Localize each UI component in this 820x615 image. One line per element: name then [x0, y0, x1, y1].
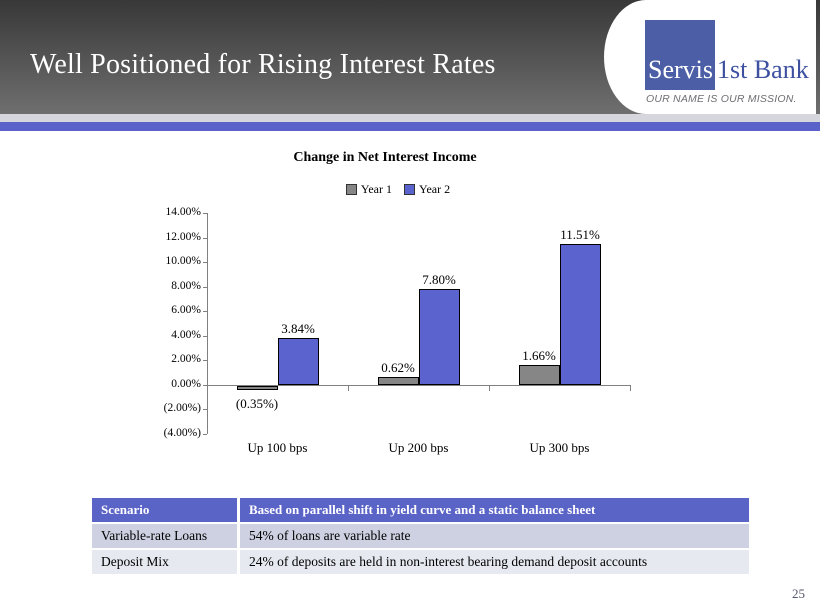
y-axis-tick-label: (4.00%)	[163, 427, 201, 439]
y-axis-tick	[203, 311, 207, 312]
y-axis-tick-label: 14.00%	[165, 206, 201, 218]
logo-text-servis: Servis	[648, 55, 713, 84]
bar-year-1-up-100-bps	[236, 386, 278, 390]
y-axis-tick-label: 6.00%	[171, 304, 201, 316]
x-axis-category-label: Up 200 bps	[388, 440, 449, 455]
table-header-description: Based on parallel shift in yield curve a…	[240, 498, 749, 522]
bar-value-label: 7.80%	[422, 272, 456, 287]
y-axis-tick-label: 4.00%	[171, 329, 201, 341]
y-axis-tick-label: 8.00%	[171, 280, 201, 292]
x-axis-tick	[489, 385, 490, 391]
chart-legend: Year 1 Year 2	[0, 182, 796, 199]
y-axis-tick	[203, 434, 207, 435]
y-axis-tick-label: 0.00%	[171, 378, 201, 390]
legend-swatch	[404, 184, 415, 195]
y-axis-tick-label: 2.00%	[171, 353, 201, 365]
y-axis-tick-label: 10.00%	[165, 255, 201, 267]
bar-value-label: 11.51%	[560, 227, 600, 242]
y-axis-tick	[203, 409, 207, 410]
table-cell-label: Variable-rate Loans	[92, 524, 237, 548]
legend-label: Year 2	[419, 182, 451, 196]
bar-year-1-up-200-bps	[377, 377, 419, 385]
bar-value-label: 0.62%	[381, 360, 415, 375]
y-axis-tick	[203, 262, 207, 263]
y-axis-line	[207, 213, 208, 434]
table-cell-label: Deposit Mix	[92, 550, 237, 574]
table-row: Deposit Mix 24% of deposits are held in …	[92, 550, 749, 574]
legend-swatch	[345, 184, 357, 195]
bar-year-2-up-200-bps	[418, 289, 460, 385]
table-row: Variable-rate Loans 54% of loans are var…	[92, 524, 749, 548]
table-header-row: Scenario Based on parallel shift in yiel…	[92, 498, 749, 522]
x-axis-tick	[207, 385, 208, 391]
logo-panel: Servis 1st Bank OUR NAME IS OUR MISSION.	[604, 0, 816, 114]
x-axis-zero-line	[207, 385, 630, 386]
table-header-scenario: Scenario	[92, 498, 237, 522]
bar-value-label: (0.35%)	[235, 396, 279, 411]
logo-text-1st-bank: 1st Bank	[717, 55, 809, 84]
logo-tagline: OUR NAME IS OUR MISSION.	[646, 93, 797, 105]
page-number: 25	[792, 586, 805, 601]
x-axis-category-label: Up 100 bps	[247, 440, 308, 455]
legend-item-year-2: Year 2	[404, 182, 450, 197]
logo-square: Servis	[645, 20, 715, 90]
divider-stripe-gray	[0, 114, 820, 122]
table-cell-value: 24% of deposits are held in non-interest…	[240, 550, 749, 574]
y-axis-tick	[203, 287, 207, 288]
y-axis-tick	[203, 336, 207, 337]
bar-value-label: 3.84%	[281, 321, 315, 336]
bar-value-label: 1.66%	[522, 348, 556, 363]
table-cell-value: 54% of loans are variable rate	[240, 524, 749, 548]
bar-year-2-up-300-bps	[559, 244, 601, 385]
bar-chart: Change in Net Interest Income Year 1 Year…	[0, 150, 796, 455]
legend-label: Year 1	[360, 182, 392, 196]
x-axis-tick	[630, 385, 631, 391]
chart-title: Change in Net Interest Income	[293, 150, 477, 165]
header-band: Well Positioned for Rising Interest Rate…	[0, 0, 820, 114]
y-axis-tick-label: (2.00%)	[163, 402, 201, 414]
scenario-table: Scenario Based on parallel shift in yiel…	[89, 496, 752, 576]
x-axis-category-label: Up 300 bps	[529, 440, 590, 455]
y-axis-tick	[203, 238, 207, 239]
divider-stripe-blue	[0, 122, 820, 131]
legend-item-year-1: Year 1	[345, 182, 392, 197]
y-axis-tick	[203, 360, 207, 361]
y-axis-tick	[203, 385, 207, 386]
y-axis-tick	[203, 213, 207, 214]
bar-year-2-up-100-bps	[277, 338, 319, 385]
bar-year-1-up-300-bps	[518, 365, 560, 385]
y-axis-tick-label: 12.00%	[165, 231, 201, 243]
x-axis-tick	[348, 385, 349, 391]
slide-title: Well Positioned for Rising Interest Rate…	[30, 49, 496, 80]
